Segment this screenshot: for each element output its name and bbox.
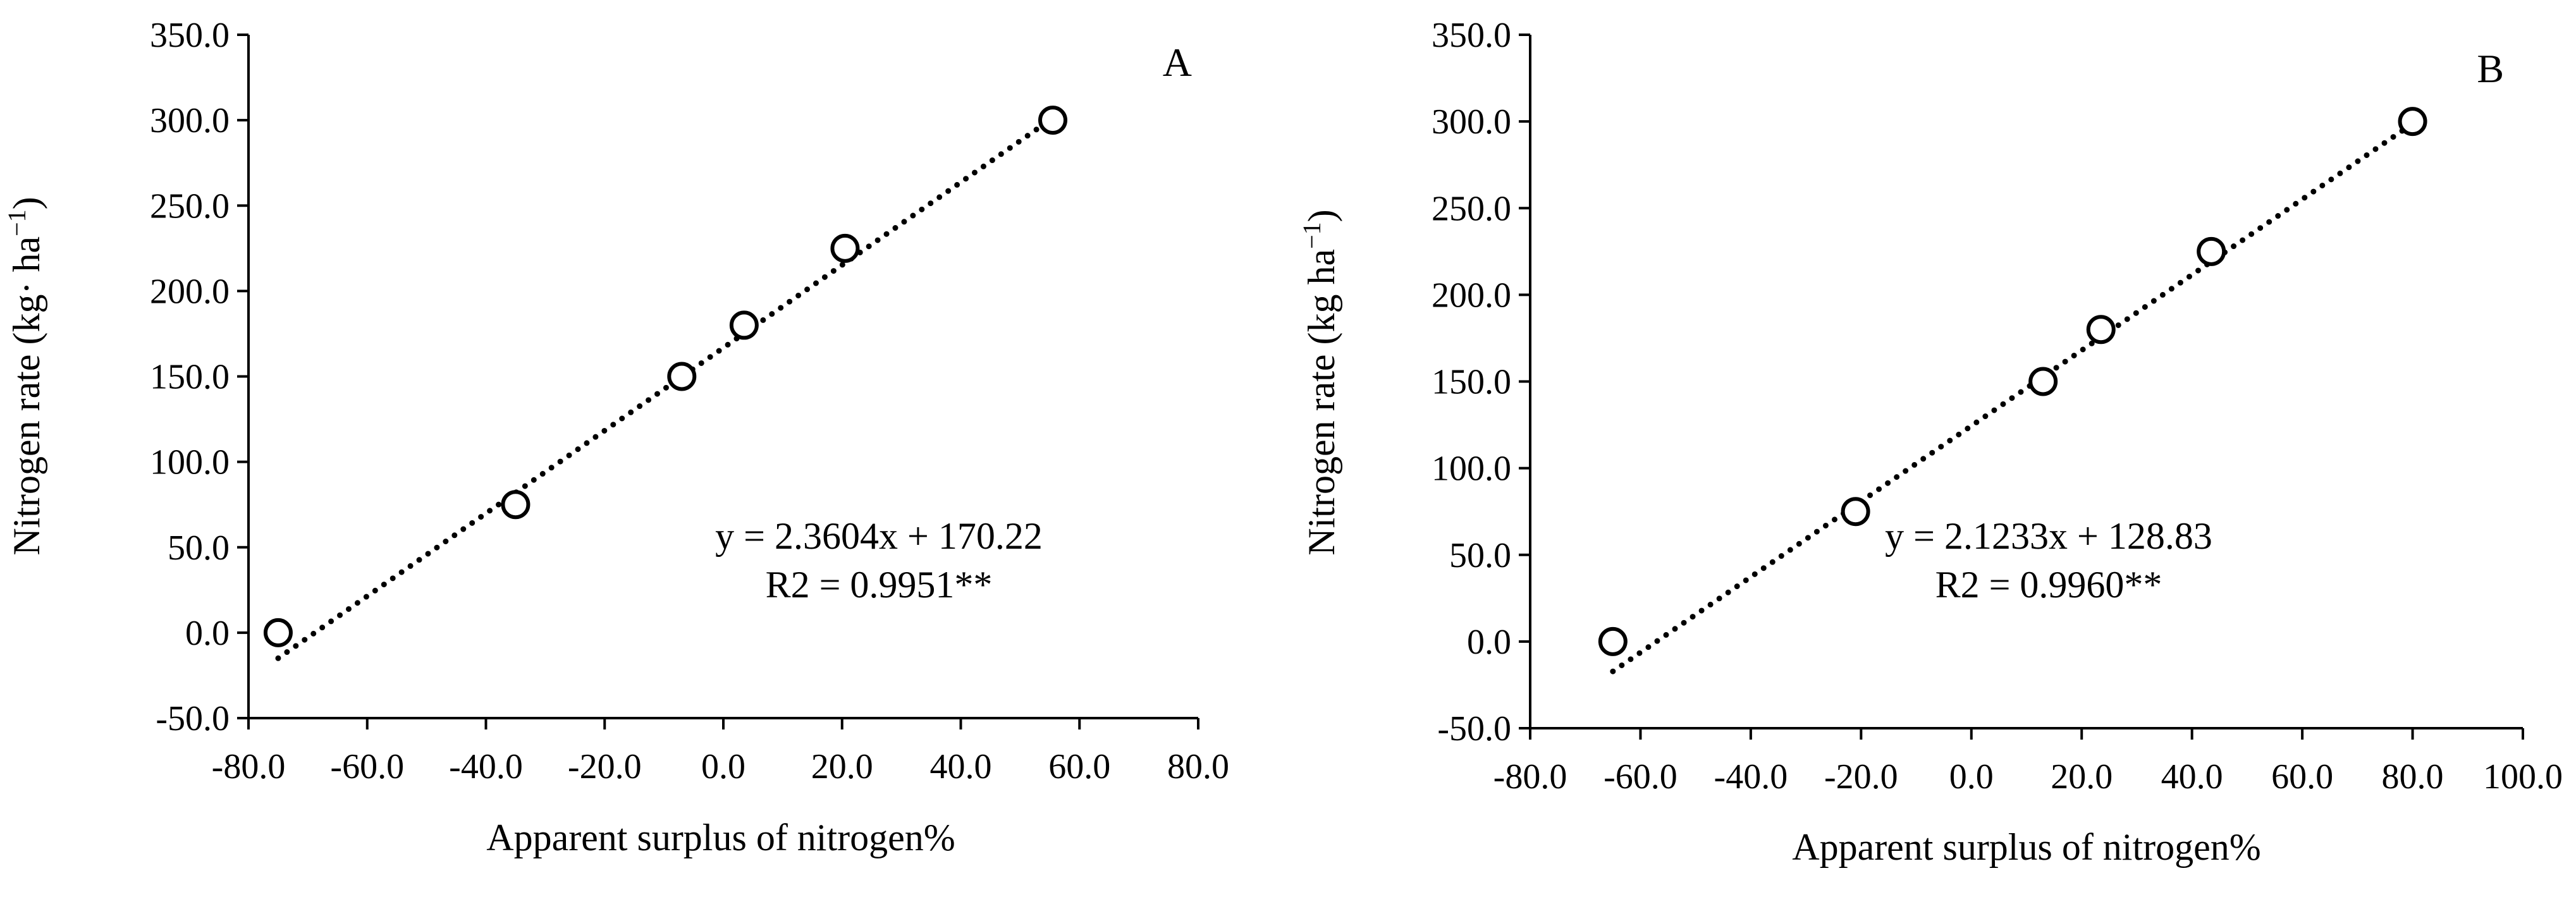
panel-label: A	[1163, 40, 1192, 85]
panel-label: B	[2477, 46, 2504, 91]
x-tick-label: -40.0	[1714, 757, 1788, 796]
y-axis-title-close: )	[1301, 209, 1342, 222]
y-tick-label: 350.0	[1432, 16, 1511, 55]
data-point	[2197, 236, 2226, 266]
y-tick-label: 150.0	[1432, 363, 1511, 402]
data-point	[2086, 315, 2116, 345]
y-tick-label: 50.0	[168, 528, 230, 568]
x-axis-title: Apparent surplus of nitrogen%	[486, 817, 955, 858]
y-tick-label: 150.0	[150, 358, 230, 397]
x-tick-label: 0.0	[701, 747, 745, 786]
y-axis-title: Nitrogen rate (kg· ha−1)	[3, 197, 47, 555]
y-axis-title-main: Nitrogen rate (kg· ha	[6, 236, 47, 556]
x-tick-label: 60.0	[1048, 747, 1110, 786]
trendline	[1610, 121, 2416, 674]
trendline	[275, 115, 1056, 661]
x-tick-label: 0.0	[1949, 757, 1994, 796]
regression-equation: y = 2.1233x + 128.83	[1885, 515, 2212, 557]
y-tick-label: 300.0	[150, 101, 230, 140]
y-axis-title-main: Nitrogen rate (kg ha	[1301, 249, 1342, 556]
x-tick-label: -80.0	[1493, 757, 1567, 796]
x-tick-label: 80.0	[1167, 747, 1229, 786]
y-tick-label: 250.0	[150, 186, 230, 226]
y-tick-label: 250.0	[1432, 189, 1511, 228]
y-tick-label: 200.0	[150, 272, 230, 311]
data-point	[1038, 106, 1068, 135]
y-axis-title: Nitrogen rate (kg ha−1)	[1297, 209, 1342, 555]
panel-a: -50.0 0.0 50.0 100.0 150.0 200.0 250.0 300.0 350…	[3, 16, 1229, 858]
data-point	[667, 362, 697, 391]
data-point	[830, 233, 860, 263]
y-tick-label: 50.0	[1449, 536, 1511, 575]
x-tick-label: 40.0	[930, 747, 992, 786]
y-tick-label: 0.0	[185, 614, 230, 653]
panel-b: -50.0 0.0 50.0 100.0 150.0 200.0 250.0 300.0 350…	[1297, 16, 2563, 868]
x-tick-label: 20.0	[811, 747, 873, 786]
y-tick-label: -50.0	[156, 699, 230, 738]
x-tick-label: 40.0	[2161, 757, 2223, 796]
y-tick-label: 300.0	[1432, 102, 1511, 142]
r-squared: R2 = 0.9960**	[1935, 564, 2162, 606]
data-point	[263, 618, 293, 647]
y-tick-label: 200.0	[1432, 276, 1511, 315]
y-tick-label: 100.0	[1432, 449, 1511, 489]
y-axis-title-superscript: −1	[1297, 222, 1326, 249]
x-tick-label: -80.0	[212, 747, 286, 786]
x-tick-label: -20.0	[1824, 757, 1898, 796]
x-tick-label: 80.0	[2382, 757, 2444, 796]
data-point	[2398, 107, 2427, 137]
data-point	[501, 490, 531, 520]
data-point	[2028, 367, 2058, 396]
data-point	[729, 310, 759, 340]
x-tick-label: 20.0	[2051, 757, 2113, 796]
x-tick-label: -40.0	[449, 747, 523, 786]
y-tick-label: 100.0	[150, 443, 230, 482]
regression-equation: y = 2.3604x + 170.22	[715, 515, 1043, 557]
x-tick-label: 60.0	[2271, 757, 2333, 796]
y-axis-title-close: )	[6, 197, 47, 209]
y-tick-label: 350.0	[150, 16, 230, 55]
x-tick-label: 100.0	[2483, 757, 2563, 796]
r-squared: R2 = 0.9951**	[766, 564, 993, 606]
y-tick-label: -50.0	[1437, 709, 1511, 748]
data-point	[1841, 497, 1870, 527]
x-tick-label: -60.0	[330, 747, 404, 786]
y-tick-label: 0.0	[1467, 623, 1511, 662]
x-tick-label: -60.0	[1604, 757, 1677, 796]
x-tick-label: -20.0	[568, 747, 642, 786]
x-axis-title: Apparent surplus of nitrogen%	[1792, 826, 2261, 868]
data-point	[1598, 626, 1628, 656]
y-axis-title-superscript: −1	[3, 209, 31, 236]
